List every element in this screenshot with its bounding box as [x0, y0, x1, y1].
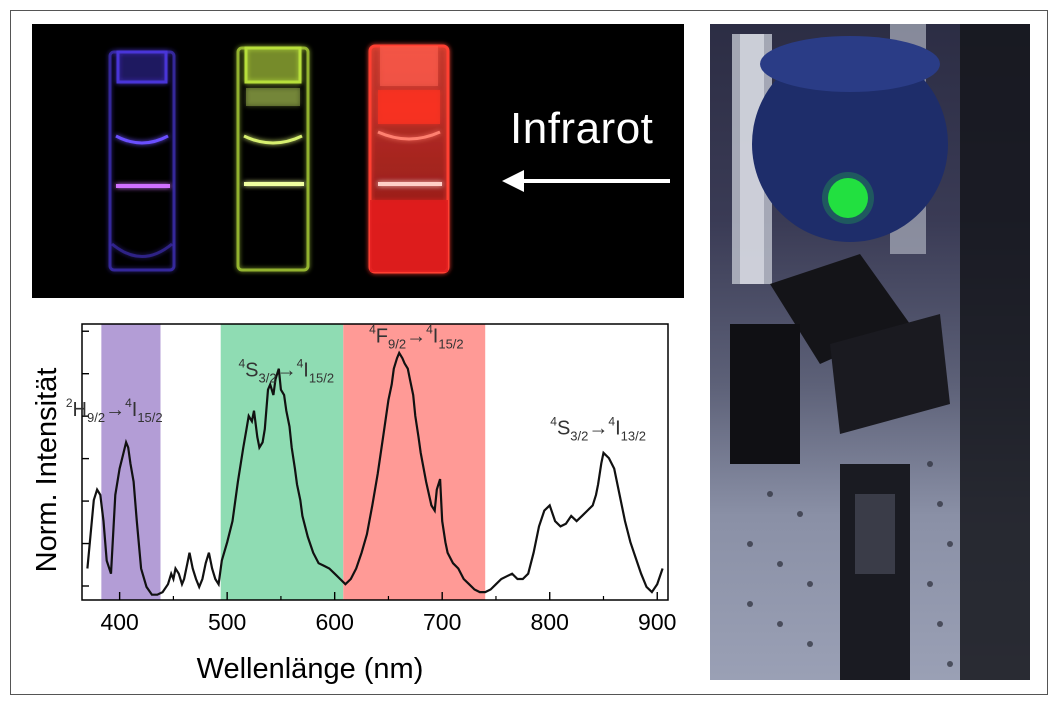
x-tick-label: 900 [638, 609, 676, 635]
x-ticks: 400 500 600 700 800 900 [100, 592, 676, 635]
transition-labels: 2H9/2→4I15/2 4S3/2→4I15/2 4F9/2→4I15/2 4S3/… [66, 322, 646, 443]
emission-spectrum-chart: 400 500 600 700 800 900 2H9/2→4I15/2 4S3/2→4I1… [31, 322, 676, 685]
y-ticks [82, 330, 89, 587]
infrared-label: Infrarot [510, 104, 654, 153]
transition-label: 4F9/2→4I15/2 [369, 322, 464, 351]
setup-illustration [730, 24, 1030, 680]
y-axis-label: Norm. Intensität [31, 368, 63, 573]
transition-label: 4S3/2→4I13/2 [550, 414, 646, 443]
x-tick-label: 700 [423, 609, 461, 635]
x-tick-label: 400 [100, 609, 138, 635]
violet-cuvette [108, 50, 176, 272]
transition-label: 4S3/2→4I15/2 [238, 357, 334, 386]
cuvette-photo [32, 24, 684, 298]
x-tick-label: 800 [531, 609, 569, 635]
x-axis-label: Wellenlänge (nm) [197, 653, 424, 685]
infrared-arrow [502, 170, 670, 192]
band-red [343, 324, 486, 600]
setup-photo [710, 24, 1030, 680]
plot-frame [81, 323, 669, 601]
green-cuvette [236, 46, 310, 272]
cuvette-illustration [108, 44, 670, 274]
red-cuvette [368, 44, 450, 274]
spectrum-line [86, 350, 664, 596]
transition-label: 2H9/2→4I15/2 [66, 396, 163, 425]
x-tick-label: 600 [315, 609, 353, 635]
x-tick-label: 500 [208, 609, 246, 635]
